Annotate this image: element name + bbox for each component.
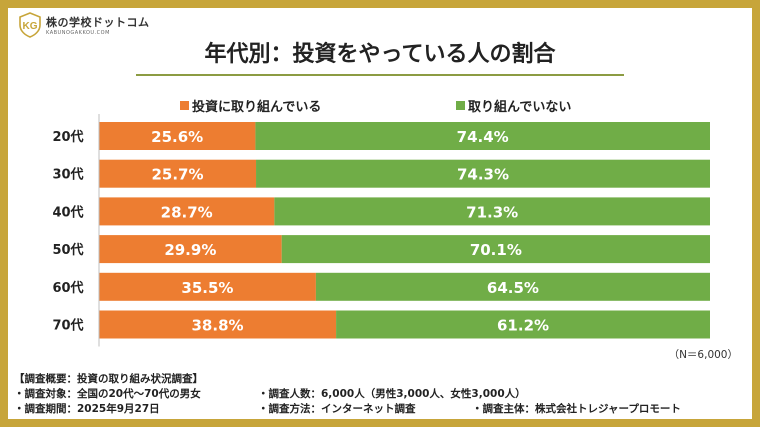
stacked-bar-chart: 20代 25.6% 74.4% 30代 25.7% 74.3% 40代 28.7% 71.3% 5… <box>52 114 738 361</box>
legend-item-not-invest: 取り組んでいない <box>456 96 571 115</box>
legend-swatch-invest <box>180 101 189 110</box>
brand-logo: KG 株の学校ドットコム KABUNOGAKKOU.COM <box>18 12 150 38</box>
bar-segment-invest <box>99 310 337 339</box>
data-label-not-invest: 71.3% <box>466 203 518 221</box>
category-label: 20代 <box>52 129 83 145</box>
bar-segment-not-invest <box>336 310 710 339</box>
bar-segment-invest <box>99 122 256 150</box>
data-label-invest: 25.7% <box>151 166 203 184</box>
bar-segment-invest <box>99 235 282 264</box>
legend-label-invest: 投資に取り組んでいる <box>192 100 322 115</box>
svg-text:KG: KG <box>23 21 38 32</box>
chart-legend: 投資に取り組んでいる 取り組んでいない <box>8 96 752 115</box>
data-label-not-invest: 61.2% <box>497 317 549 335</box>
legend-item-invest: 投資に取り組んでいる <box>180 96 321 115</box>
bar-segment-not-invest <box>255 122 710 150</box>
data-label-not-invest: 74.3% <box>457 166 509 184</box>
survey-method: ・調査方法：インターネット調査 <box>258 403 416 415</box>
data-label-not-invest: 74.4% <box>457 128 509 146</box>
category-label: 50代 <box>52 242 83 258</box>
infographic-card: KG 株の学校ドットコム KABUNOGAKKOU.COM 年代別：投資をやって… <box>8 8 752 419</box>
data-label-not-invest: 64.5% <box>487 279 539 297</box>
category-label: 60代 <box>52 280 83 296</box>
sample-size-note: （N＝6,000） <box>669 349 738 361</box>
bar-segment-invest <box>99 197 275 226</box>
data-label-invest: 29.9% <box>164 241 216 259</box>
category-label: 70代 <box>52 318 83 334</box>
data-label-not-invest: 70.1% <box>470 241 522 259</box>
legend-swatch-not-invest <box>456 101 465 110</box>
data-label-invest: 28.7% <box>161 203 213 221</box>
data-label-invest: 35.5% <box>181 279 233 297</box>
survey-subject: ・調査対象：全国の20代～70代の男女 <box>14 388 201 400</box>
bar-segment-not-invest <box>274 197 710 226</box>
survey-heading: 【調査概要：投資の取り組み状況調査】 <box>14 373 203 385</box>
bar-segment-invest <box>99 272 316 301</box>
title-underline <box>136 74 624 76</box>
chart-title: 年代別：投資をやっている人の割合 <box>204 42 556 67</box>
bar-segment-not-invest <box>281 235 710 264</box>
legend-label-not-invest: 取り組んでいない <box>468 100 572 115</box>
survey-period: ・調査期間：2025年9月27日 <box>14 403 160 415</box>
bar-segment-not-invest <box>256 159 710 188</box>
survey-count: ・調査人数：6,000人（男性3,000人、女性3,000人） <box>258 388 526 400</box>
shield-logo-icon: KG <box>19 12 41 38</box>
bar-segment-not-invest <box>315 272 710 301</box>
data-label-invest: 25.6% <box>151 128 203 146</box>
category-label: 40代 <box>52 204 83 220</box>
brand-sub: KABUNOGAKKOU.COM <box>46 30 110 36</box>
data-label-invest: 38.8% <box>192 317 244 335</box>
category-label: 30代 <box>52 167 83 183</box>
bar-segment-invest <box>99 159 257 188</box>
brand-name: 株の学校ドットコム <box>46 16 150 29</box>
survey-organizer: ・調査主体：株式会社トレジャープロモート <box>472 403 681 415</box>
